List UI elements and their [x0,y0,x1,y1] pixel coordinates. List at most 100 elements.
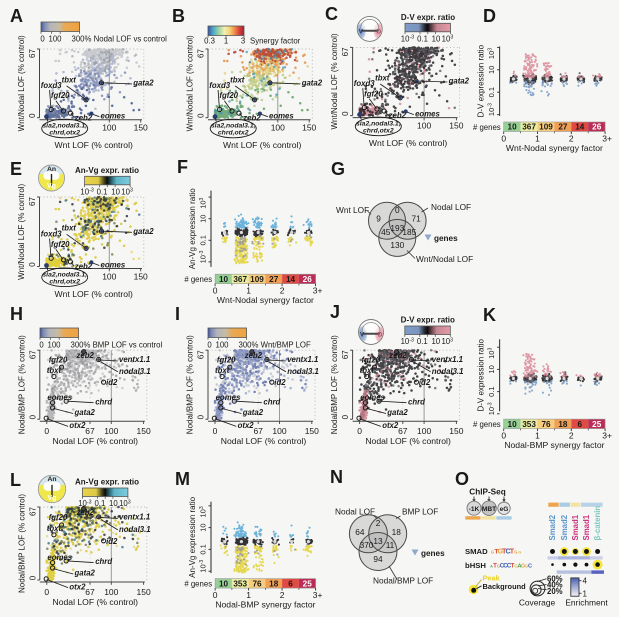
svg-text:An: An [47,166,56,173]
svg-text:10: 10 [199,215,208,223]
svg-text:0: 0 [357,426,362,436]
svg-text:2: 2 [569,134,574,144]
svg-text:71: 71 [411,214,421,224]
svg-text:gata2: gata2 [132,78,154,87]
svg-text:2: 2 [280,286,285,296]
svg-text:H: H [10,304,23,324]
svg-text:100: 100 [104,587,118,597]
svg-text:gata2: gata2 [448,77,470,86]
svg-text:O: O [455,469,469,489]
svg-text:103: 103 [441,337,453,346]
svg-text:# genes: # genes [184,275,212,284]
svg-text:eomes: eomes [47,393,72,402]
svg-text:10-3: 10-3 [401,337,414,346]
svg-text:Nodal-BMP synergy factor: Nodal-BMP synergy factor [215,600,315,610]
svg-text:otx2: otx2 [382,421,399,430]
svg-text:2: 2 [280,590,285,600]
svg-text:D: D [483,6,496,26]
svg-text:tbxt: tbxt [215,366,230,375]
svg-text:eomes: eomes [216,393,241,402]
svg-text:gata2: gata2 [74,569,96,578]
svg-text:2: 2 [569,431,574,441]
svg-text:eomes: eomes [415,110,440,119]
svg-text:67: 67 [28,507,37,516]
svg-text:β-catenin: β-catenin [593,506,602,541]
svg-text:64: 64 [355,527,365,537]
svg-text:I: I [175,304,180,324]
svg-text:0.1: 0.1 [417,337,428,346]
svg-text:10: 10 [109,499,118,508]
svg-text:185: 185 [402,227,416,237]
svg-text:chrd,otx2: chrd,otx2 [363,128,394,135]
svg-text:B: B [172,6,185,26]
svg-text:67: 67 [197,49,206,58]
svg-text:Nodal/BMP LOF (% control): Nodal/BMP LOF (% control) [17,335,26,434]
svg-text:An: An [47,476,56,483]
svg-text:Smad2: Smad2 [548,514,557,540]
svg-text:tbxt: tbxt [62,224,77,233]
svg-text:A: A [517,563,521,569]
svg-text:gata2: gata2 [301,78,323,87]
svg-text:Vg: Vg [47,183,56,190]
svg-text:1: 1 [535,134,540,144]
svg-text:# genes: # genes [473,420,501,429]
svg-text:0.1: 0.1 [199,235,208,245]
svg-text:nodal3.1: nodal3.1 [287,367,319,376]
svg-text:103: 103 [487,48,496,59]
svg-text:Nodal/BMP LOF (% control): Nodal/BMP LOF (% control) [17,494,26,593]
svg-text:id2: id2 [274,378,286,387]
svg-text:150: 150 [302,123,316,133]
svg-text:0: 0 [44,426,49,436]
svg-text:zeb2: zeb2 [388,111,407,120]
svg-text:tbxt: tbxt [230,75,245,84]
svg-text:# genes: # genes [473,123,501,132]
svg-text:100: 100 [47,341,61,350]
svg-text:0.1: 0.1 [487,386,496,396]
svg-text:0: 0 [213,590,218,600]
svg-text:1: 1 [583,589,588,598]
svg-text:sia2,nodal3.1,: sia2,nodal3.1, [356,120,401,127]
svg-text:fgf20: fgf20 [49,356,68,365]
svg-text:Nodal LOF (% control): Nodal LOF (% control) [365,436,451,446]
svg-text:103: 103 [199,506,208,517]
svg-text:10: 10 [487,66,496,74]
svg-text:100: 100 [272,426,286,436]
svg-text:109: 109 [539,123,553,132]
svg-text:% BMP LOF vs control: % BMP LOF vs control [84,341,163,350]
svg-text:60%: 60% [547,574,563,583]
svg-text:0: 0 [501,134,506,144]
svg-text:6: 6 [288,579,293,588]
svg-text:eomes: eomes [269,112,294,121]
svg-text:zeb2: zeb2 [242,113,261,122]
svg-text:14: 14 [575,123,585,132]
svg-text:T: T [510,547,515,556]
svg-text:10-3: 10-3 [199,250,208,263]
svg-text:fgf20: fgf20 [362,356,381,365]
svg-text:genes: genes [434,234,458,243]
svg-text:G: G [497,563,501,568]
svg-text:76: 76 [541,420,551,429]
svg-text:An-Vg expression ratio: An-Vg expression ratio [188,496,197,577]
svg-text:G: G [521,563,525,569]
svg-text:C: C [505,547,510,556]
svg-text:A: A [490,564,493,568]
svg-text:eG: eG [500,506,509,513]
svg-text:nodal3.1: nodal3.1 [119,367,151,376]
svg-text:0: 0 [44,587,49,597]
svg-text:fgf20: fgf20 [364,89,383,98]
svg-text:100: 100 [102,123,116,133]
svg-text:Vg: Vg [48,495,57,502]
svg-text:0.3: 0.3 [204,37,215,46]
svg-text:45: 45 [381,227,391,237]
svg-text:67: 67 [197,350,206,359]
svg-text:10: 10 [431,337,440,346]
svg-text:103: 103 [442,34,454,43]
svg-text:353: 353 [233,579,247,588]
svg-text:V: V [359,29,364,36]
svg-text:tbxt: tbxt [62,75,77,84]
svg-text:K: K [483,305,496,325]
svg-text:sia2,nodal3.1,: sia2,nodal3.1, [211,123,256,130]
svg-text:Wnt LOF (% control): Wnt LOF (% control) [55,140,133,150]
svg-text:chrd: chrd [408,397,425,406]
svg-text:Synergy factor: Synergy factor [250,37,301,46]
